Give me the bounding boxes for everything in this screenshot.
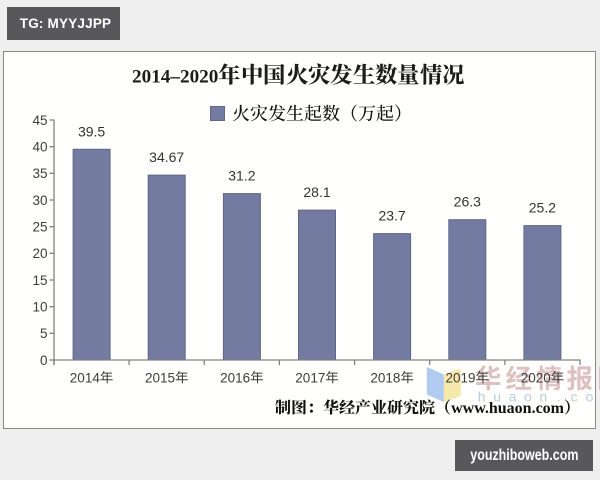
svg-text:5: 5 xyxy=(40,326,48,341)
svg-text:2014: 2014 xyxy=(70,370,101,385)
svg-text:2020: 2020 xyxy=(521,370,551,385)
svg-text:o: o xyxy=(524,389,532,405)
svg-text:20: 20 xyxy=(32,246,47,261)
svg-text:2017: 2017 xyxy=(295,370,325,385)
svg-text:h: h xyxy=(478,389,486,405)
svg-text:.: . xyxy=(557,389,561,405)
svg-text:26.3: 26.3 xyxy=(454,194,481,210)
svg-text:35: 35 xyxy=(32,166,47,181)
svg-text:39.5: 39.5 xyxy=(78,123,105,139)
svg-text:31.2: 31.2 xyxy=(228,168,255,184)
svg-text:30: 30 xyxy=(32,193,47,208)
svg-text:34.67: 34.67 xyxy=(149,149,184,165)
svg-text:10: 10 xyxy=(32,300,47,315)
svg-text:o: o xyxy=(586,389,594,405)
svg-text:45: 45 xyxy=(32,113,47,128)
svg-text:15: 15 xyxy=(32,273,47,288)
svg-text:25: 25 xyxy=(32,220,47,235)
svg-text:2019: 2019 xyxy=(446,370,476,385)
svg-text:2018: 2018 xyxy=(370,370,400,385)
svg-text:2016: 2016 xyxy=(220,370,250,385)
svg-text:0: 0 xyxy=(40,353,48,368)
svg-text:25.2: 25.2 xyxy=(529,200,556,216)
svg-text:n: n xyxy=(539,389,547,405)
svg-text:u: u xyxy=(493,389,501,405)
svg-text:2015: 2015 xyxy=(145,370,175,385)
svg-text:a: a xyxy=(509,389,517,405)
svg-text:40: 40 xyxy=(32,140,47,155)
svg-text:c: c xyxy=(571,389,578,405)
svg-text:28.1: 28.1 xyxy=(303,184,330,200)
svg-text:23.7: 23.7 xyxy=(378,208,405,224)
